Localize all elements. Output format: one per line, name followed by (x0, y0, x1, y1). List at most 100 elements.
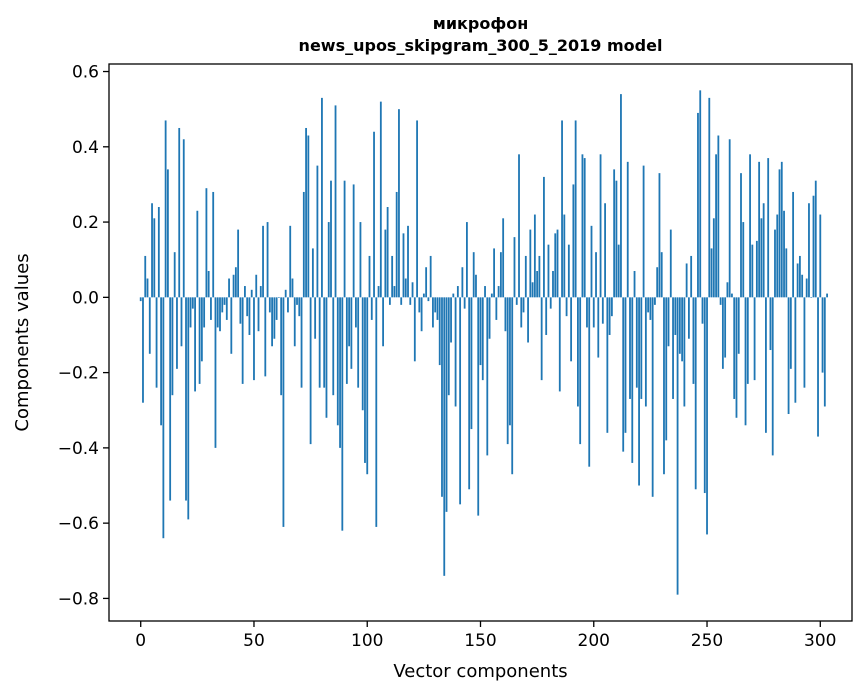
bar (821, 297, 824, 373)
bar (160, 297, 163, 426)
bar (563, 214, 566, 298)
bar (291, 278, 294, 298)
bar (658, 173, 661, 298)
bar (302, 191, 305, 298)
x-tick-label: 50 (243, 631, 265, 651)
bar (266, 222, 269, 298)
bar (520, 297, 523, 328)
bar (210, 297, 212, 320)
bar (330, 180, 332, 298)
bar (459, 297, 462, 505)
bar (429, 255, 432, 298)
bar (382, 297, 385, 347)
bar (318, 297, 321, 388)
bar (214, 297, 217, 448)
bar (157, 207, 160, 298)
bar (386, 207, 389, 298)
bar (178, 127, 181, 298)
x-axis-label: Vector components (393, 661, 567, 682)
bar (411, 282, 414, 298)
bar (794, 297, 797, 403)
bar (785, 248, 788, 298)
bar (719, 297, 722, 305)
bar (595, 252, 597, 298)
bar (173, 252, 176, 298)
bar (531, 282, 534, 298)
bar (481, 297, 484, 381)
bar (663, 297, 665, 475)
bar (366, 297, 369, 475)
bar (681, 297, 684, 362)
bar (205, 188, 208, 298)
bar (701, 297, 704, 324)
bar (239, 297, 242, 324)
bar (515, 297, 518, 305)
bar (484, 286, 486, 298)
bar (599, 154, 602, 298)
bar (694, 297, 697, 490)
bar (622, 297, 625, 452)
bar (629, 297, 631, 399)
bar (189, 297, 192, 328)
bar (452, 293, 455, 298)
bar (375, 297, 378, 527)
bar (162, 297, 165, 539)
bar (574, 120, 577, 298)
bar (407, 225, 409, 298)
bar (767, 158, 770, 298)
bar (264, 297, 267, 377)
bar (572, 184, 575, 298)
bar (518, 154, 520, 298)
bar (488, 297, 491, 339)
bar (207, 270, 210, 298)
bar (200, 297, 203, 362)
bar (771, 297, 774, 456)
bar (740, 173, 742, 298)
bar (194, 297, 196, 392)
bar (468, 297, 471, 490)
bar (441, 297, 443, 497)
bar (146, 278, 149, 298)
x-tick-label: 200 (578, 631, 610, 651)
bar (685, 263, 688, 298)
bar (493, 248, 495, 298)
bar (271, 297, 274, 347)
y-axis-label: Components values (12, 253, 33, 431)
bar (164, 120, 167, 298)
bar (212, 191, 215, 298)
bar (735, 297, 738, 418)
bar (524, 255, 527, 298)
bar (456, 286, 459, 298)
bar (717, 135, 720, 298)
bar (259, 286, 262, 298)
bar (422, 293, 425, 298)
bar (223, 297, 226, 305)
bar (656, 267, 659, 298)
bar (253, 297, 255, 381)
bar (434, 297, 437, 313)
bar (307, 135, 310, 298)
bar (801, 274, 804, 298)
bar (391, 255, 394, 298)
bar (490, 293, 493, 298)
bar (687, 297, 690, 339)
y-tick-label: −0.4 (58, 439, 99, 459)
bar (527, 297, 529, 343)
bar (617, 244, 620, 298)
bar (504, 297, 507, 332)
bar (826, 293, 828, 298)
bar (803, 297, 806, 388)
bar (395, 191, 398, 298)
bar (370, 297, 373, 320)
bar (755, 240, 758, 298)
bar (597, 297, 600, 358)
bar (751, 244, 754, 298)
bar (626, 161, 629, 298)
bars-group (139, 90, 828, 595)
bar (248, 297, 251, 335)
bar (586, 297, 588, 328)
bar (502, 218, 505, 298)
bar (144, 255, 147, 298)
bar (817, 297, 819, 437)
